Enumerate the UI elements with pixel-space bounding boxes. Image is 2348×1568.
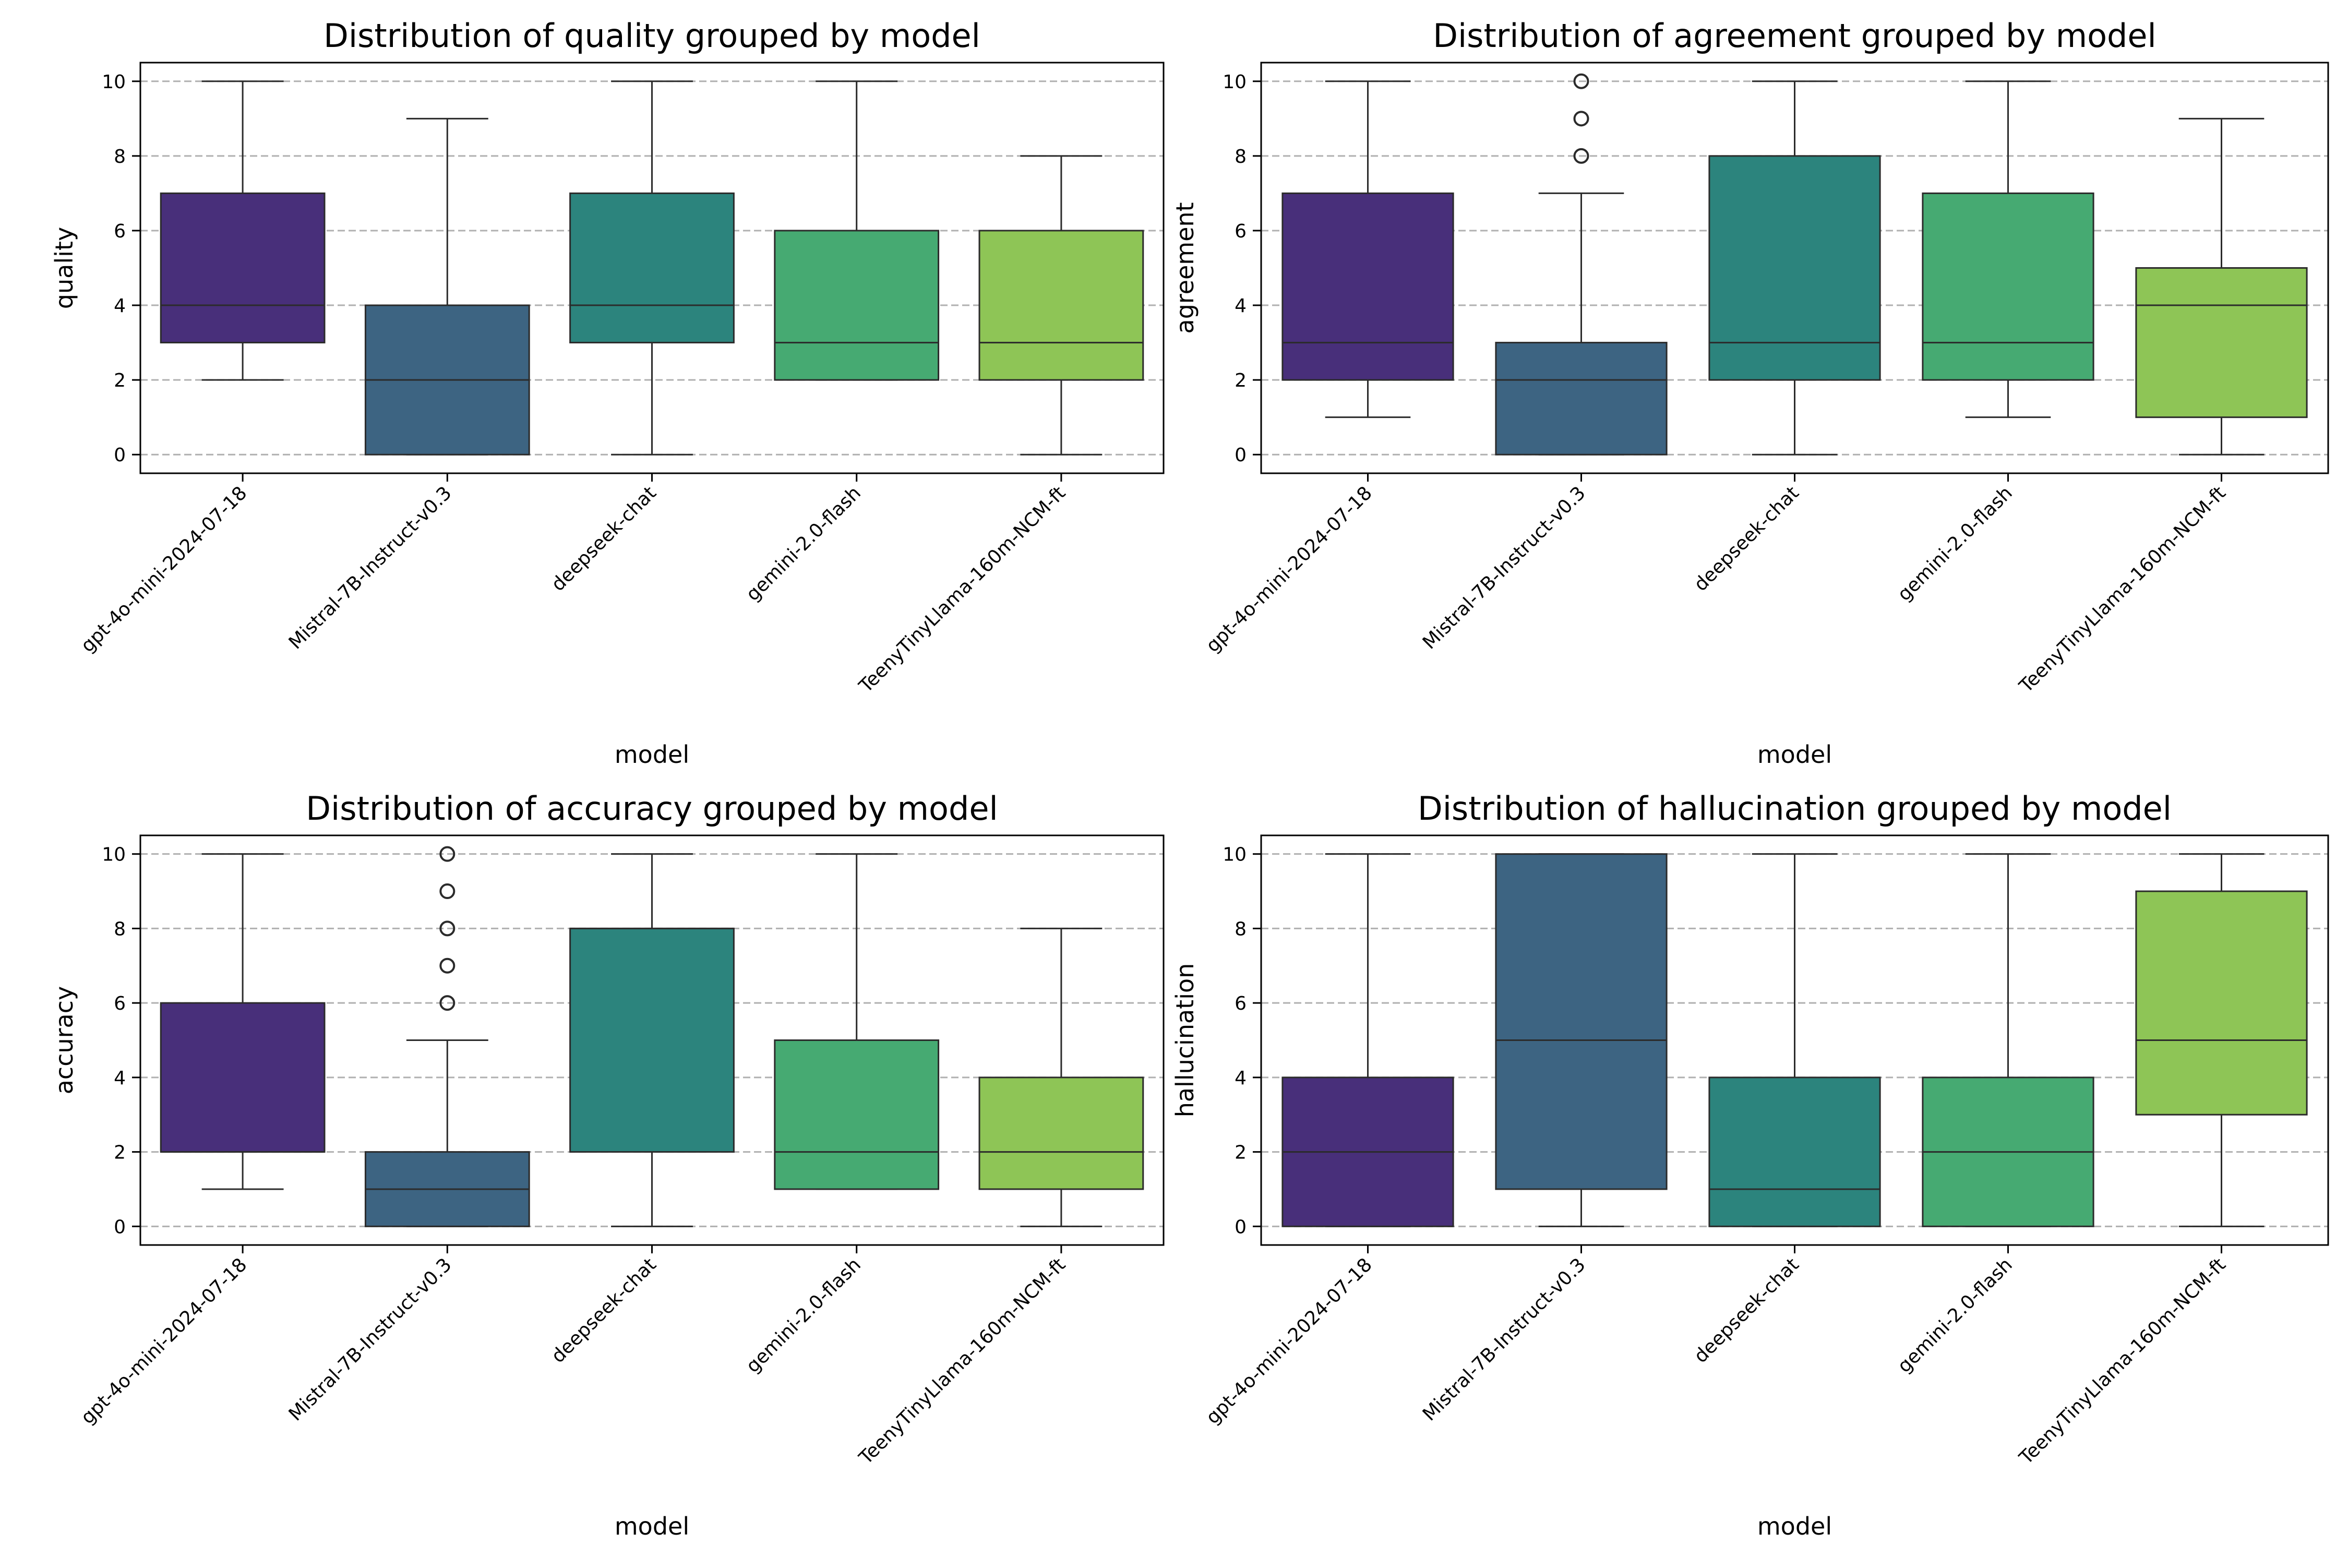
y-tick-label: 10 xyxy=(1223,844,1247,866)
x-tick-label: gpt-4o-mini-2024-07-18 xyxy=(1202,482,1376,656)
box xyxy=(978,230,1144,381)
x-tick-label: gpt-4o-mini-2024-07-18 xyxy=(77,1254,251,1428)
x-tick-label: gemini-2.0-flash xyxy=(1894,482,2017,605)
axes-frame xyxy=(1260,62,2329,474)
y-tick-label: 0 xyxy=(1235,1216,1247,1238)
box xyxy=(1495,853,1668,1190)
x-tick-label: gpt-4o-mini-2024-07-18 xyxy=(1202,1254,1376,1428)
chart-title: Distribution of quality grouped by model xyxy=(324,17,980,55)
chart-title: Distribution of hallucination grouped by… xyxy=(1418,789,2172,828)
x-axis-label: model xyxy=(1757,1512,1832,1540)
box xyxy=(2135,890,2308,1116)
y-tick-label: 2 xyxy=(1235,1142,1247,1164)
y-axis-label: accuracy xyxy=(50,986,78,1095)
box xyxy=(774,230,940,381)
y-tick-label: 4 xyxy=(114,1068,126,1089)
x-tick-label: TeenyTinyLlama-160m-NCM-ft xyxy=(855,482,1070,697)
x-axis-label: model xyxy=(1757,740,1832,769)
x-tick-label: deepseek-chat xyxy=(547,1254,661,1367)
x-tick-label: gemini-2.0-flash xyxy=(742,1254,865,1377)
y-tick-label: 2 xyxy=(114,370,126,391)
box xyxy=(1281,192,1454,381)
chart-title: Distribution of accuracy grouped by mode… xyxy=(306,789,998,828)
subplot-3: 0 2 4 6 8 10 gpt-4o-mini-2024-07-18 Mistral-7B-… xyxy=(50,789,1165,1540)
box xyxy=(160,1002,326,1153)
box xyxy=(1922,192,2094,381)
axes-frame xyxy=(139,834,1165,1246)
y-tick-label: 0 xyxy=(114,1216,126,1238)
y-tick-label: 2 xyxy=(1235,370,1247,391)
axes-frame xyxy=(139,62,1165,474)
box xyxy=(978,1076,1144,1190)
x-tick-label: Mistral-7B-Instruct-v0.3 xyxy=(1419,482,1590,653)
y-tick-label: 4 xyxy=(1235,295,1247,317)
y-axis-label: agreement xyxy=(1171,202,1199,333)
x-tick-label: deepseek-chat xyxy=(547,482,661,595)
subplot-1: 0 2 4 6 8 10 gpt-4o-mini-2024-07-18 Mistral-7B-… xyxy=(50,17,1165,769)
outlier-point xyxy=(1573,148,1589,164)
outlier-point xyxy=(439,883,456,900)
box xyxy=(1495,342,1668,456)
y-tick-label: 8 xyxy=(114,146,126,167)
y-tick-label: 8 xyxy=(114,918,126,940)
y-tick-label: 8 xyxy=(1235,146,1247,167)
y-tick-label: 6 xyxy=(1235,221,1247,242)
x-tick-label: deepseek-chat xyxy=(1690,482,1803,595)
y-tick-label: 0 xyxy=(114,445,126,466)
x-tick-label: gemini-2.0-flash xyxy=(1894,1254,2017,1377)
x-tick-label: TeenyTinyLlama-160m-NCM-ft xyxy=(2015,1254,2230,1469)
box xyxy=(569,927,735,1153)
box xyxy=(774,1039,940,1190)
x-tick-label: TeenyTinyLlama-160m-NCM-ft xyxy=(2015,482,2230,697)
y-axis-label: quality xyxy=(50,227,78,309)
x-tick-label: TeenyTinyLlama-160m-NCM-ft xyxy=(855,1254,1070,1469)
box xyxy=(1708,155,1881,381)
y-tick-label: 6 xyxy=(114,221,126,242)
y-tick-label: 6 xyxy=(1235,993,1247,1014)
y-tick-label: 10 xyxy=(1223,71,1247,93)
y-tick-label: 0 xyxy=(1235,445,1247,466)
chart-title: Distribution of agreement grouped by mod… xyxy=(1433,17,2157,55)
outlier-point xyxy=(1573,111,1589,127)
y-tick-label: 2 xyxy=(114,1142,126,1164)
subplot-2: 0 2 4 6 8 10 gpt-4o-mini-2024-07-18 Mistral-7B-… xyxy=(1171,17,2329,769)
subplot-4: 0 2 4 6 8 10 gpt-4o-mini-2024-07-18 Mistral-7B-… xyxy=(1171,789,2329,1540)
x-tick-label: Mistral-7B-Instruct-v0.3 xyxy=(285,1254,456,1425)
x-tick-label: Mistral-7B-Instruct-v0.3 xyxy=(1419,1254,1590,1425)
x-tick-label: gemini-2.0-flash xyxy=(742,482,865,605)
outlier-point xyxy=(439,957,456,974)
y-tick-label: 8 xyxy=(1235,918,1247,940)
y-tick-label: 10 xyxy=(102,71,126,93)
box xyxy=(569,192,735,344)
box xyxy=(160,192,326,344)
outlier-point xyxy=(1573,73,1589,89)
y-tick-label: 4 xyxy=(114,295,126,317)
y-axis-label: hallucination xyxy=(1171,963,1199,1118)
outlier-point xyxy=(439,995,456,1011)
y-tick-label: 4 xyxy=(1235,1068,1247,1089)
x-tick-label: deepseek-chat xyxy=(1690,1254,1803,1367)
box xyxy=(2135,267,2308,418)
y-tick-label: 6 xyxy=(114,993,126,1014)
outlier-point xyxy=(439,920,456,937)
x-tick-label: Mistral-7B-Instruct-v0.3 xyxy=(285,482,456,653)
x-axis-label: model xyxy=(615,1512,689,1540)
outlier-point xyxy=(439,846,456,862)
box xyxy=(1708,1076,1881,1227)
axes-frame xyxy=(1260,834,2329,1246)
x-axis-label: model xyxy=(615,740,689,769)
x-tick-label: gpt-4o-mini-2024-07-18 xyxy=(77,482,251,656)
y-tick-label: 10 xyxy=(102,844,126,866)
